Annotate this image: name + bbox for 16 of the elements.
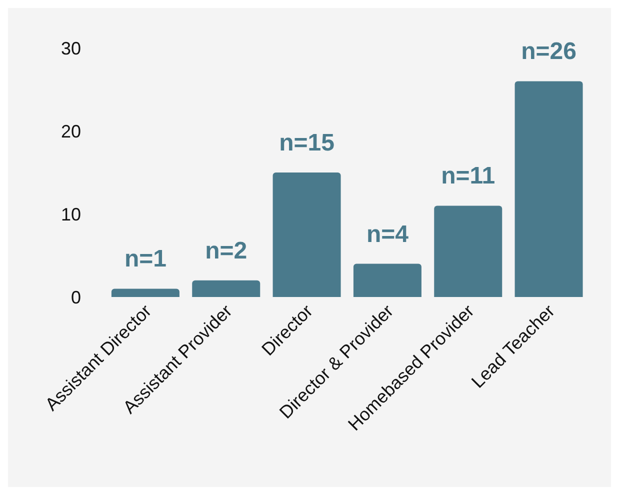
y-tick-label: 10 (60, 204, 81, 224)
bar (434, 206, 502, 297)
y-tick-label: 30 (60, 38, 81, 58)
bar (192, 280, 260, 297)
bar (353, 264, 422, 297)
data-label: n=1 (124, 246, 166, 273)
data-label: n=26 (521, 38, 576, 66)
data-label: n=15 (279, 130, 334, 156)
y-tick-label: 20 (60, 121, 81, 142)
bar (272, 172, 341, 297)
bar (514, 81, 583, 297)
data-label: n=11 (441, 162, 496, 190)
bar (111, 288, 180, 297)
data-label: n=4 (366, 220, 410, 248)
data-label: n=2 (205, 237, 248, 264)
y-tick-label: 0 (70, 287, 81, 308)
